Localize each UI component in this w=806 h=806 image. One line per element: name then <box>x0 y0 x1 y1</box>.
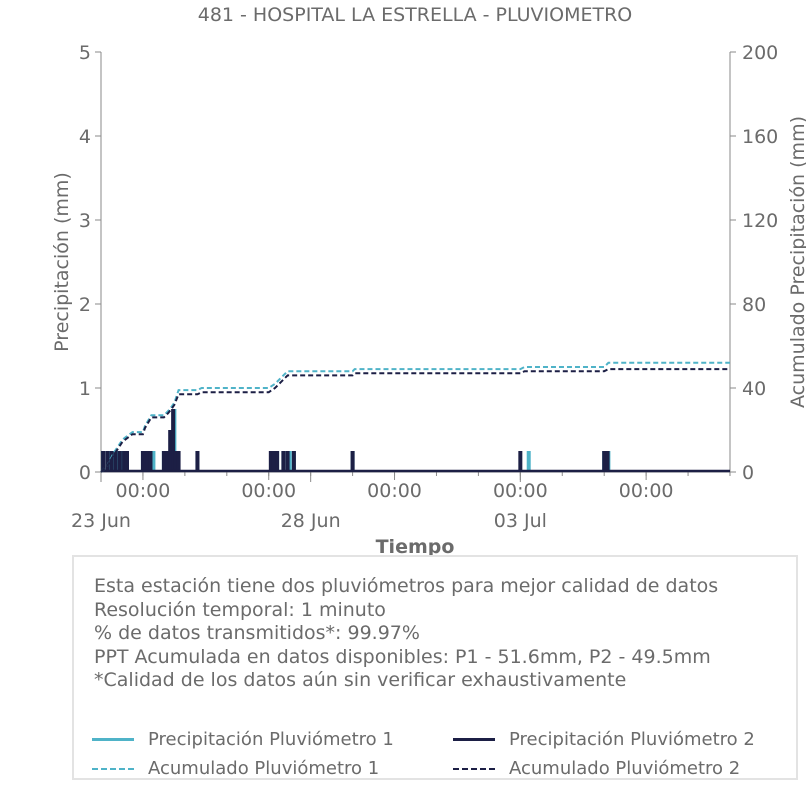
info-line: Resolución temporal: 1 minuto <box>94 598 386 621</box>
info-text: Esta estación tiene dos pluviómetros par… <box>94 575 718 693</box>
info-line: PPT Acumulada en datos disponibles: P1 -… <box>94 645 711 668</box>
x-tick-label: 00:00 <box>241 480 296 502</box>
legend-swatch-dashed-dark <box>453 767 495 770</box>
precip-bar-p2 <box>602 451 607 472</box>
x-date-label: 23 Jun <box>71 510 131 532</box>
precip-bar-p2 <box>117 451 122 472</box>
precip-bar-p2 <box>268 451 273 472</box>
precip-bar-p2 <box>161 451 166 472</box>
x-axis-label: Tiempo <box>376 536 455 558</box>
precip-bar-p2 <box>148 451 153 472</box>
precip-bar-p2 <box>105 451 110 472</box>
precip-bar-p2 <box>605 451 610 472</box>
precip-bar-p2 <box>101 451 106 472</box>
legend-label: Acumulado Pluviómetro 1 <box>148 758 380 779</box>
legend-label: Precipitación Pluviómetro 2 <box>509 729 755 750</box>
y-axis-right-label: Acumulado Precipitación (mm) <box>787 116 806 408</box>
info-line: % de datos transmitidos*: 99.97% <box>94 622 420 645</box>
precip-bar-p2 <box>195 451 200 472</box>
y-left-tick-label: 4 <box>79 126 91 148</box>
legend-swatch-solid-dark <box>453 738 495 741</box>
precipitation-chart: 481 - HOSPITAL LA ESTRELLA - PLUVIOMETRO… <box>51 4 806 558</box>
precip-bar-p2 <box>122 451 127 472</box>
precip-bar-p2 <box>143 451 148 472</box>
legend-item-cum-p1: Acumulado Pluviómetro 1 <box>92 758 379 779</box>
legend-swatch-dashed-light <box>92 767 134 770</box>
cumulative-line-p1 <box>100 361 730 473</box>
legend-swatch-solid-light <box>92 738 134 741</box>
x-date-label: 03 Jul <box>494 510 547 532</box>
precip-bar-p2 <box>113 451 118 472</box>
precip-bar-p2 <box>291 451 296 472</box>
precip-bar-p2 <box>124 451 129 472</box>
precip-bar-p2 <box>176 451 181 472</box>
legend-label: Precipitación Pluviómetro 1 <box>148 729 394 750</box>
y-right-tick-label: 40 <box>742 378 766 400</box>
y-left-tick-label: 2 <box>79 294 91 316</box>
precip-bar-p2 <box>518 451 523 472</box>
y-right-tick-label: 80 <box>742 294 766 316</box>
precip-bar-p1 <box>111 451 116 472</box>
x-tick-label: 00:00 <box>116 480 171 502</box>
precip-bar-p1 <box>526 451 531 472</box>
precip-bar-p2 <box>165 451 170 472</box>
legend-label: Acumulado Pluviómetro 2 <box>509 758 741 779</box>
precip-bar-p2 <box>140 451 145 472</box>
precip-bar-p2 <box>350 451 355 472</box>
info-line: *Calidad de los datos aún sin verificar … <box>94 669 627 692</box>
y-left-tick-label: 1 <box>79 378 91 400</box>
legend-item-cum-p2: Acumulado Pluviómetro 2 <box>453 758 740 779</box>
precip-bar-p2 <box>109 451 114 472</box>
precip-bar-p1 <box>107 451 112 472</box>
x-tick-label: 00:00 <box>367 480 422 502</box>
precip-bar-p1 <box>287 451 292 472</box>
precip-bar-p2 <box>271 451 276 472</box>
precip-bar-p2 <box>145 451 150 472</box>
precip-bar-p2 <box>173 451 178 472</box>
y-right-tick-label: 160 <box>742 126 778 148</box>
y-right-tick-label: 120 <box>742 210 778 232</box>
y-left-tick-label: 5 <box>79 42 91 64</box>
x-date-label: 28 Jun <box>281 510 341 532</box>
y-axis-left-label: Precipitación (mm) <box>51 172 73 352</box>
precip-bar-p1 <box>151 451 156 472</box>
x-tick-label: 00:00 <box>493 480 548 502</box>
x-tick-label: 00:00 <box>619 480 674 502</box>
precip-bar-p1 <box>119 451 124 472</box>
precip-bar-p2 <box>168 430 173 472</box>
y-left-tick-label: 0 <box>79 462 91 484</box>
chart-title: 481 - HOSPITAL LA ESTRELLA - PLUVIOMETRO <box>198 4 633 26</box>
precip-bar-p2 <box>275 451 280 472</box>
cumulative-line-p2 <box>100 368 730 473</box>
precip-bar-p2 <box>281 451 286 472</box>
info-box: Esta estación tiene dos pluviómetros par… <box>72 555 798 780</box>
info-line: Esta estación tiene dos pluviómetros par… <box>94 575 719 597</box>
precip-bar-p1 <box>115 451 120 472</box>
y-right-tick-label: 200 <box>742 42 778 64</box>
legend-item-precip-p2: Precipitación Pluviómetro 2 <box>453 729 755 750</box>
legend-item-precip-p1: Precipitación Pluviómetro 1 <box>92 729 394 750</box>
precip-bar-p2 <box>171 409 176 472</box>
y-left-tick-label: 3 <box>79 210 91 232</box>
precip-bar-p2 <box>285 451 290 472</box>
y-right-tick-label: 0 <box>742 462 754 484</box>
